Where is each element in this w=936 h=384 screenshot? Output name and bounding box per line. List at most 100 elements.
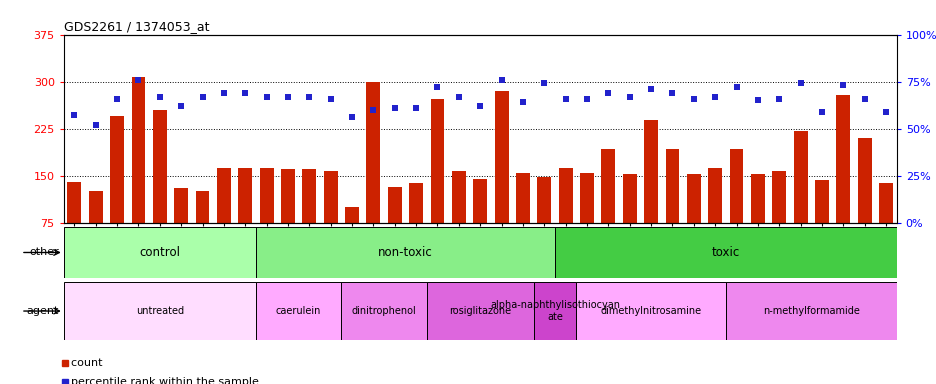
- Bar: [259, 168, 273, 223]
- Bar: [536, 177, 550, 223]
- Point: [366, 107, 381, 113]
- Bar: [554, 227, 896, 278]
- Bar: [473, 179, 487, 223]
- Bar: [793, 131, 807, 223]
- Point: [110, 96, 124, 102]
- Point: [88, 122, 103, 128]
- Text: alpha-naphthylisothiocyan
ate: alpha-naphthylisothiocyan ate: [490, 300, 620, 322]
- Point: [771, 96, 786, 102]
- Point: [558, 96, 573, 102]
- Bar: [533, 282, 576, 340]
- Bar: [856, 138, 870, 223]
- Point: [153, 94, 168, 100]
- Bar: [196, 191, 210, 223]
- Bar: [725, 282, 896, 340]
- Text: toxic: toxic: [711, 246, 739, 259]
- Point: [515, 99, 530, 105]
- Point: [856, 96, 871, 102]
- Text: agent: agent: [26, 306, 59, 316]
- Bar: [643, 121, 657, 223]
- Bar: [67, 182, 81, 223]
- Point: [344, 114, 359, 121]
- Bar: [131, 76, 145, 223]
- Bar: [451, 170, 465, 223]
- Bar: [771, 170, 785, 223]
- Text: percentile rank within the sample: percentile rank within the sample: [64, 377, 258, 384]
- Text: control: control: [139, 246, 180, 259]
- Point: [195, 94, 210, 100]
- Text: caerulein: caerulein: [276, 306, 321, 316]
- Bar: [174, 188, 188, 223]
- Bar: [558, 168, 572, 223]
- Bar: [409, 183, 423, 223]
- Bar: [302, 169, 316, 223]
- Point: [323, 96, 338, 102]
- Text: dimethylnitrosamine: dimethylnitrosamine: [600, 306, 701, 316]
- Point: [301, 94, 316, 100]
- Text: rosiglitazone: rosiglitazone: [448, 306, 511, 316]
- Point: [578, 96, 593, 102]
- Bar: [836, 95, 849, 223]
- Bar: [388, 187, 402, 223]
- Text: n-methylformamide: n-methylformamide: [762, 306, 859, 316]
- Point: [622, 94, 636, 100]
- Point: [131, 77, 146, 83]
- Point: [813, 109, 828, 115]
- Bar: [344, 207, 358, 223]
- Bar: [686, 174, 700, 223]
- Point: [430, 84, 445, 90]
- Point: [750, 98, 765, 104]
- Point: [259, 94, 274, 100]
- Bar: [217, 168, 230, 223]
- Point: [685, 96, 700, 102]
- Bar: [579, 172, 593, 223]
- Bar: [427, 282, 533, 340]
- Bar: [814, 180, 828, 223]
- Bar: [576, 282, 725, 340]
- Bar: [750, 174, 764, 223]
- Bar: [153, 110, 167, 223]
- Bar: [494, 91, 508, 223]
- Text: non-toxic: non-toxic: [378, 246, 432, 259]
- Bar: [729, 149, 742, 223]
- Text: other: other: [29, 247, 59, 258]
- Point: [387, 105, 402, 111]
- Point: [600, 90, 615, 96]
- Bar: [238, 168, 252, 223]
- Bar: [256, 227, 554, 278]
- Point: [792, 80, 807, 86]
- Bar: [341, 282, 427, 340]
- Point: [878, 109, 893, 115]
- Bar: [665, 149, 679, 223]
- Point: [216, 90, 231, 96]
- Point: [280, 94, 295, 100]
- Point: [707, 94, 722, 100]
- Bar: [431, 99, 444, 223]
- Bar: [516, 172, 529, 223]
- Point: [408, 105, 423, 111]
- Point: [472, 103, 487, 109]
- Bar: [708, 168, 722, 223]
- Bar: [110, 116, 124, 223]
- Bar: [878, 183, 892, 223]
- Bar: [256, 282, 341, 340]
- Point: [173, 103, 188, 109]
- Point: [728, 84, 743, 90]
- Point: [536, 80, 551, 86]
- Point: [451, 94, 466, 100]
- Point: [835, 82, 850, 88]
- Bar: [64, 282, 256, 340]
- Point: [493, 77, 508, 83]
- Text: GDS2261 / 1374053_at: GDS2261 / 1374053_at: [64, 20, 209, 33]
- Bar: [622, 174, 636, 223]
- Bar: [64, 227, 256, 278]
- Text: untreated: untreated: [136, 306, 183, 316]
- Text: count: count: [64, 358, 102, 368]
- Bar: [89, 191, 103, 223]
- Point: [238, 90, 253, 96]
- Point: [66, 113, 81, 119]
- Bar: [601, 149, 615, 223]
- Bar: [366, 82, 380, 223]
- Bar: [324, 170, 337, 223]
- Bar: [281, 169, 295, 223]
